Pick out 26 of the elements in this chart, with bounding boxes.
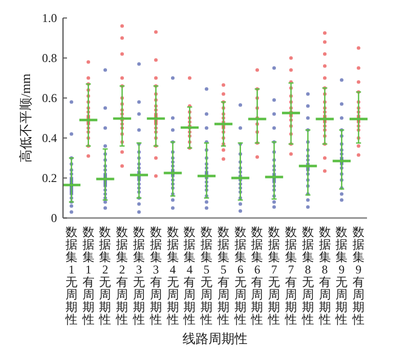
x-tick-label: 数据集7无周期性: [267, 225, 280, 326]
y-tick-label: 0.4: [42, 131, 57, 145]
x-tick-label: 数据集2无周期性: [98, 225, 112, 326]
y-tick-label: 0.2: [42, 171, 57, 185]
x-tick-label: 数据集6无周期性: [233, 225, 246, 326]
x-tick-label: 数据集3无周期性: [132, 225, 145, 326]
x-tick-label: 数据集5有周期性: [216, 225, 230, 326]
x-tick-label: 数据集1有周期性: [81, 225, 94, 326]
x-tick-label: 数据集9有周期性: [352, 225, 365, 326]
x-tick-label: 数据集8无周期性: [300, 225, 314, 326]
y-tick-label: 0: [51, 211, 57, 225]
x-tick-label: 数据集2有周期性: [115, 225, 128, 326]
y-tick-label: 0.6: [42, 91, 57, 105]
x-tick-label: 数据集8有周期性: [318, 225, 331, 326]
x-tick-label: 数据集7有周期性: [284, 225, 297, 326]
x-tick-label: 数据集1无周期性: [64, 225, 78, 326]
y-tick-label: 0.8: [42, 51, 57, 65]
x-tick-label: 数据集6有周期性: [250, 225, 264, 326]
x-tick-label: 数据集5无周期性: [200, 225, 213, 326]
x-tick-label: 数据集9无周期性: [334, 225, 348, 326]
x-tick-label: 数据集3有周期性: [148, 225, 162, 326]
y-tick-label: 1.0: [42, 11, 57, 25]
x-tick-label: 数据集4有周期性: [182, 225, 196, 326]
y-axis-title: 高低不平顺/mm: [18, 74, 33, 162]
x-axis-title: 线路周期性: [182, 331, 248, 346]
x-tick-label: 数据集4无周期性: [166, 225, 179, 326]
